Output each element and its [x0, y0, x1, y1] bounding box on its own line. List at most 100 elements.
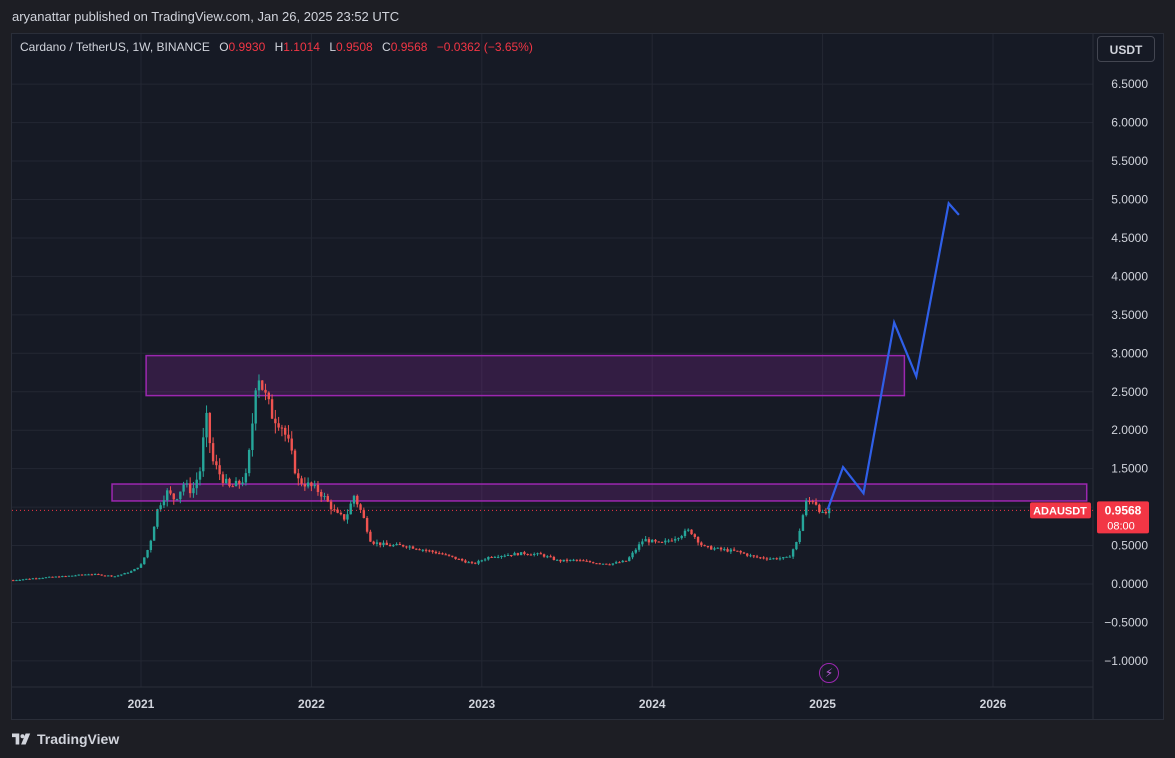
- y-axis-tick-label: 6.5000: [1111, 77, 1148, 91]
- candle-body: [814, 502, 818, 505]
- candle-body: [261, 380, 264, 390]
- candle-body: [533, 553, 536, 555]
- candle-body: [496, 556, 500, 558]
- lightning-icon[interactable]: ⚡: [819, 663, 839, 683]
- candle-body: [202, 437, 205, 472]
- candle-body: [457, 558, 461, 560]
- candle-body: [451, 555, 454, 557]
- candle-body: [162, 500, 166, 506]
- candle-body: [116, 575, 120, 577]
- candle-body: [746, 553, 749, 556]
- brand-name: TradingView: [37, 731, 120, 747]
- candle-body: [516, 553, 520, 556]
- candle-body: [146, 550, 149, 558]
- candle-body: [811, 501, 814, 503]
- candle-body: [48, 576, 51, 578]
- candle-body: [559, 559, 562, 562]
- candle-body: [490, 556, 493, 558]
- candle-body: [782, 557, 785, 559]
- candle-body: [418, 549, 421, 551]
- change-value: −0.0362 (−3.65%): [436, 40, 533, 54]
- candle-body: [31, 578, 35, 580]
- candle-body: [185, 483, 189, 485]
- candle-body: [303, 483, 307, 487]
- candle-body: [477, 560, 480, 564]
- tradingview-logo[interactable]: TradingView: [12, 731, 119, 747]
- candle-body: [87, 574, 90, 576]
- candle-body: [218, 465, 221, 475]
- candle-body: [611, 563, 615, 565]
- candle-body: [238, 480, 241, 484]
- candle-body: [772, 558, 775, 560]
- currency-button[interactable]: USDT: [1097, 36, 1155, 62]
- candle-body: [752, 555, 755, 557]
- candle-body: [693, 534, 696, 537]
- candle-body: [283, 427, 287, 435]
- candle-body: [18, 579, 21, 581]
- x-axis-tick-label: 2023: [468, 697, 495, 711]
- y-axis-tick-label: −1.0000: [1104, 654, 1148, 668]
- candle-body: [470, 562, 474, 564]
- candle-body: [372, 541, 375, 544]
- candle-body: [395, 543, 398, 546]
- y-axis-tick-label: 6.0000: [1111, 116, 1148, 130]
- candle-body: [339, 512, 343, 515]
- candle-body: [529, 554, 533, 556]
- candle-body: [152, 526, 156, 541]
- candle-body: [169, 490, 172, 494]
- y-axis-tick-label: 0.0000: [1111, 577, 1148, 591]
- candle-body: [664, 540, 667, 543]
- candle-body: [755, 556, 759, 558]
- open-value: 0.9930: [228, 40, 266, 54]
- candle-body: [241, 482, 244, 484]
- candle-body: [77, 574, 80, 576]
- candle-body: [487, 556, 490, 560]
- top-bar: aryanattar published on TradingView.com,…: [0, 0, 1175, 33]
- y-axis-tick-label: 3.5000: [1111, 308, 1148, 322]
- high-label: H: [274, 40, 284, 54]
- candle-body: [382, 542, 385, 545]
- candle-body: [316, 484, 320, 492]
- candle-body: [555, 559, 559, 561]
- candle-body: [156, 509, 159, 527]
- y-axis-tick-label: 1.5000: [1111, 462, 1148, 476]
- candle-body: [736, 550, 739, 552]
- candle-body: [342, 514, 346, 520]
- candle-body: [80, 574, 84, 576]
- candle-body: [192, 488, 195, 494]
- candle-body: [572, 559, 575, 561]
- candle-body: [100, 574, 103, 576]
- candle-body: [519, 552, 523, 556]
- candle-body: [644, 539, 647, 542]
- candle-body: [228, 478, 231, 487]
- symbol-legend[interactable]: Cardano / TetherUS, 1W, BINANCE O0.9930 …: [20, 40, 533, 54]
- candle-body: [716, 547, 719, 549]
- candle-body: [195, 479, 198, 489]
- candle-body: [405, 546, 408, 548]
- candle-body: [493, 556, 497, 558]
- symbol-badge-label: ADAUSDT: [1033, 505, 1087, 517]
- candle-body: [523, 552, 526, 554]
- candle-body: [198, 471, 202, 480]
- candle-body: [346, 514, 349, 520]
- candle-body: [709, 546, 713, 550]
- symbol-name[interactable]: Cardano / TetherUS, 1W, BINANCE: [20, 40, 210, 54]
- candle-body: [306, 482, 310, 487]
- candle-body: [706, 546, 710, 548]
- low-value: 0.9508: [336, 40, 373, 54]
- candle-body: [208, 412, 212, 444]
- candle-body: [726, 549, 729, 552]
- candle-body: [126, 572, 130, 574]
- candle-body: [333, 509, 336, 511]
- candle-body: [251, 423, 254, 450]
- candle-body: [683, 530, 687, 536]
- chart-panel[interactable]: [11, 33, 1164, 720]
- candle-body: [274, 418, 277, 424]
- candle-body: [326, 496, 329, 502]
- candle-body: [67, 575, 71, 577]
- candle-body: [28, 578, 31, 580]
- low-label: L: [329, 40, 336, 54]
- candle-body: [824, 511, 828, 514]
- candle-body: [179, 491, 182, 500]
